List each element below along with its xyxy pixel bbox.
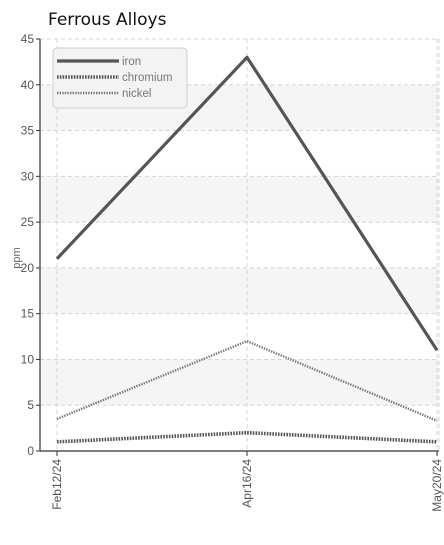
legend[interactable]: iron chromium nickel — [52, 47, 188, 109]
x-tick-label: May20/24 — [430, 459, 444, 512]
series-line-iron — [55, 55, 439, 352]
x-tick-labels: Feb12/24 Apr16/24 May20/24 — [50, 459, 444, 512]
series-line-nickel — [56, 339, 438, 422]
background-band — [40, 359, 439, 406]
legend-label-chromium: chromium — [122, 72, 172, 84]
y-tick-label: 25 — [21, 215, 35, 229]
y-tick-label: 5 — [27, 398, 34, 412]
series-lines — [55, 55, 439, 444]
series-line-chromium — [56, 430, 438, 444]
y-tick-label: 0 — [27, 444, 34, 458]
y-axis-label: ppm — [11, 247, 23, 268]
y-tick-label: 20 — [21, 261, 35, 275]
axes — [36, 38, 439, 456]
legend-label-iron: iron — [122, 56, 141, 68]
x-tick-label: Feb12/24 — [50, 459, 64, 510]
background-band — [40, 176, 439, 223]
chart-title: Ferrous Alloys — [48, 10, 167, 30]
y-tick-label: 40 — [21, 78, 35, 92]
y-tick-label: 15 — [21, 307, 35, 321]
y-tick-label: 30 — [21, 169, 35, 183]
y-tick-label: 10 — [21, 352, 35, 366]
y-tick-label: 45 — [21, 32, 35, 46]
background-bands — [40, 84, 439, 406]
background-band — [40, 267, 439, 314]
legend-label-nickel: nickel — [122, 88, 151, 100]
y-tick-labels: 0 5 10 15 20 25 30 35 40 45 — [21, 32, 35, 458]
x-tick-label: Apr16/24 — [240, 459, 254, 508]
y-tick-label: 35 — [21, 124, 35, 138]
grid-lines — [40, 38, 440, 451]
